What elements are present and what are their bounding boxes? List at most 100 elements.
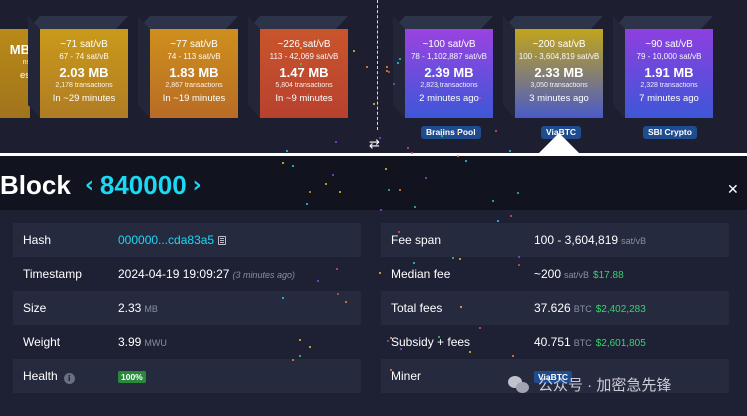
confetti-dot <box>309 346 311 348</box>
confetti-dot <box>300 47 302 49</box>
block-size: MB <box>9 42 30 57</box>
info-icon[interactable]: i <box>63 372 75 384</box>
confetti-dot <box>299 339 301 341</box>
miner-label: Miner <box>391 369 422 383</box>
row-health: Health i 100% <box>13 359 361 393</box>
block-median-fee: ~100 sat/vB <box>422 39 476 50</box>
confetti-dot <box>413 262 415 264</box>
confetti-dot <box>332 174 334 176</box>
confetti-dot <box>373 103 375 105</box>
size-label: Size <box>23 301 47 315</box>
block-fee-range: 100 - 3,604,819 sat/vB <box>518 52 600 61</box>
confetti-dot <box>336 268 338 270</box>
confetti-dot <box>313 96 315 98</box>
block-eta: In ~9 minutes <box>275 93 333 104</box>
mined-block-2[interactable]: ~200 sat/vB 100 - 3,604,819 sat/vB 2.33 … <box>503 16 603 118</box>
confetti-dot <box>407 147 409 149</box>
timestamp-relative: (3 minutes ago) <box>232 270 295 280</box>
row-hash: Hash 000000...cda83a5 <box>13 223 361 257</box>
confetti-dot <box>469 351 471 353</box>
confetti-dot <box>452 257 454 259</box>
confetti-dot <box>430 69 432 71</box>
confetti-dot <box>495 130 497 132</box>
subsidy-unit: BTC <box>573 338 592 348</box>
block-median-fee: ~200 sat/vB <box>532 39 586 50</box>
confetti-dot <box>425 177 427 179</box>
median-fee-label: Median fee <box>391 267 451 281</box>
block-median-fee: ~90 sat/vB <box>645 39 693 50</box>
confetti-dot <box>306 203 308 205</box>
confetti-dot <box>437 86 439 88</box>
block-size: 2.33 MB <box>534 65 584 80</box>
confetti-dot <box>492 200 494 202</box>
block-fee-range: 67 - 74 sat/vB <box>59 52 109 61</box>
confetti-dot <box>510 215 512 217</box>
pending-block-1[interactable]: MB ns es <box>0 29 30 118</box>
median-fee-fiat: $17.88 <box>593 270 624 281</box>
confetti-dot <box>399 189 401 191</box>
swap-icon[interactable]: ⇄ <box>369 137 380 152</box>
block-fee-range: 113 - 42,069 sat/vB <box>269 52 339 61</box>
confetti-dot <box>388 189 390 191</box>
fee-span-label: Fee span <box>391 233 442 247</box>
health-label: Health <box>23 368 58 383</box>
subsidy-label: Subsidy + fees <box>391 335 471 349</box>
next-block-icon[interactable]: › <box>192 172 202 198</box>
block-median-fee: ~226 sat/vB <box>277 39 331 50</box>
confetti-dot <box>460 306 462 308</box>
confetti-dot <box>309 191 311 193</box>
confetti-dot <box>518 256 520 258</box>
confetti-dot <box>292 359 294 361</box>
pending-block-2[interactable]: ~71 sat/vB 67 - 74 sat/vB 2.03 MB 2,178 … <box>28 16 128 118</box>
total-fees-unit: BTC <box>573 304 592 314</box>
weight-value: 3.99 <box>118 335 142 349</box>
confetti-dot <box>335 141 337 143</box>
confetti-dot <box>299 355 301 357</box>
confetti-dot <box>325 183 327 185</box>
row-timestamp: Timestamp 2024-04-19 19:09:27 (3 minutes … <box>13 257 361 291</box>
confetti-dot <box>387 340 389 342</box>
hash-link[interactable]: 000000...cda83a5 <box>118 233 215 247</box>
block-tx-count: 2,823 transactions <box>420 82 478 89</box>
row-median-fee: Median fee ~200 sat/vB $17.88 <box>381 257 729 291</box>
mined-block-1[interactable]: ~100 sat/vB 78 - 1,102,887 sat/vB 2.39 M… <box>393 16 493 118</box>
row-size: Size 2.33 MB <box>13 291 361 325</box>
mined-block-3[interactable]: ~90 sat/vB 79 - 10,000 sat/vB 1.91 MB 2,… <box>613 16 713 118</box>
close-icon[interactable]: ✕ <box>727 182 739 198</box>
block-heading: Block <box>0 169 71 200</box>
pool-tag-sbi[interactable]: SBI Crypto <box>643 126 697 139</box>
confetti-dot <box>390 369 392 371</box>
confetti-dot <box>509 150 511 152</box>
prev-block-icon[interactable]: ‹ <box>84 172 94 198</box>
confetti-dot <box>517 192 519 194</box>
confetti-dot <box>300 63 302 65</box>
block-age: 3 minutes ago <box>529 93 589 104</box>
block-fee-range: 79 - 10,000 sat/vB <box>636 52 702 61</box>
block-median-fee: ~71 sat/vB <box>60 39 108 50</box>
subsidy-value: 40.751 <box>534 335 571 349</box>
blockchain-strip: ⇄ MB ns es ~71 sat/vB 67 - 74 sat/vB 2.0… <box>0 0 747 155</box>
confetti-dot <box>393 83 395 85</box>
confetti-dot <box>286 150 288 152</box>
miner-badge[interactable]: ViaBTC <box>534 371 573 383</box>
pending-block-4[interactable]: ~226 sat/vB 113 - 42,069 sat/vB 1.47 MB … <box>248 16 348 118</box>
copy-icon[interactable] <box>218 236 227 245</box>
block-eta: es <box>19 70 30 81</box>
row-miner: Miner ViaBTC <box>381 359 729 393</box>
block-tx-count: 5,804 transactions <box>275 82 333 89</box>
block-size: 1.83 MB <box>169 65 219 80</box>
block-height: 840000 <box>99 169 187 200</box>
confetti-dot <box>345 301 347 303</box>
block-age: 2 minutes ago <box>419 93 479 104</box>
block-tx-count: 2,867 transactions <box>165 82 223 89</box>
confetti-dot <box>379 272 381 274</box>
timestamp-label: Timestamp <box>23 267 82 281</box>
pool-tag-braiins[interactable]: Braiins Pool <box>421 126 481 139</box>
confetti-dot <box>397 62 399 64</box>
pending-block-3[interactable]: ~77 sat/vB 74 - 113 sat/vB 1.83 MB 2,867… <box>138 16 238 118</box>
selected-block-caret <box>537 133 581 155</box>
confetti-dot <box>400 348 402 350</box>
block-fee-range: 78 - 1,102,887 sat/vB <box>410 52 488 61</box>
total-fees-label: Total fees <box>391 301 443 315</box>
